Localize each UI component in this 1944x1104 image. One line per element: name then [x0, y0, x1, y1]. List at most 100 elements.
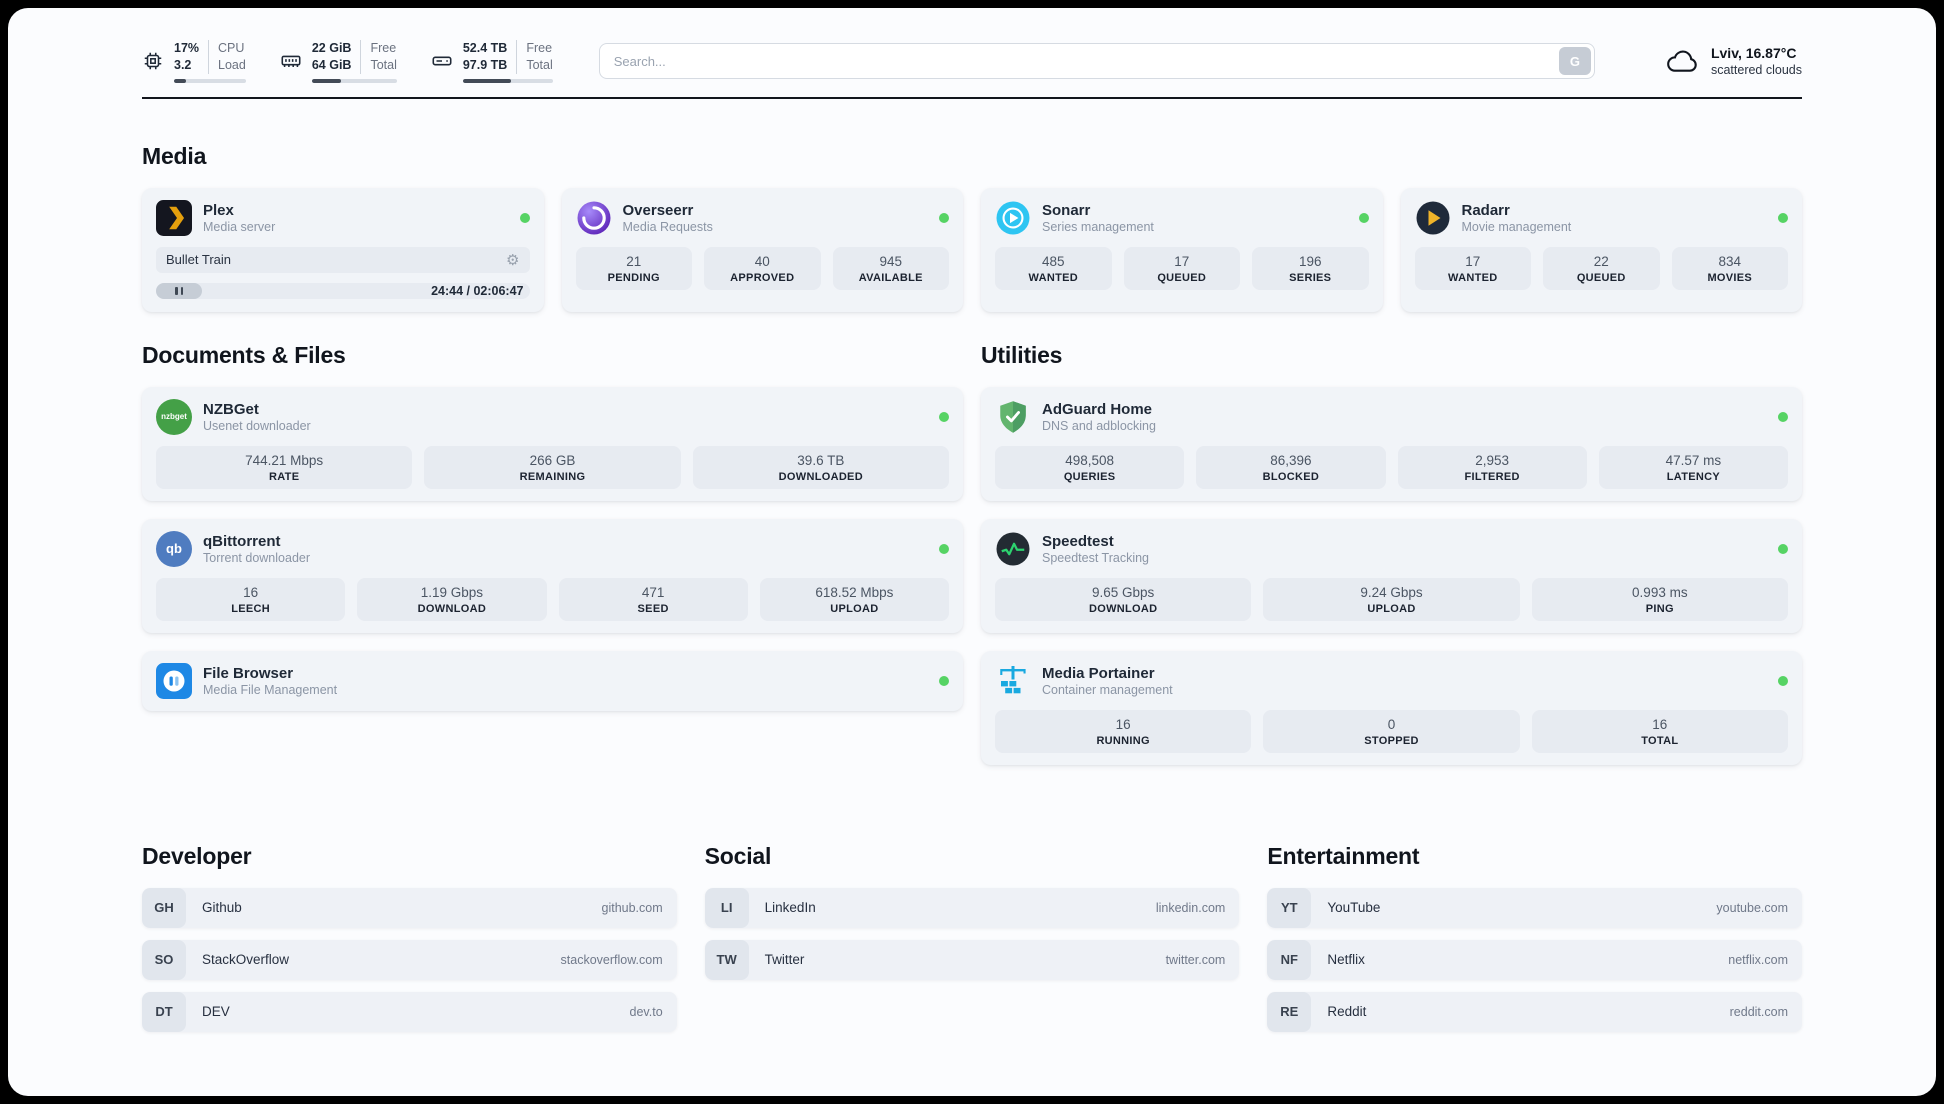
player-progress[interactable]: 24:44 / 02:06:47: [156, 282, 530, 300]
app-subtitle: Usenet downloader: [203, 418, 311, 433]
search-engine-button[interactable]: G: [1558, 47, 1591, 76]
status-dot: [1778, 675, 1788, 686]
stat-wanted: 485 WANTED: [995, 246, 1112, 290]
ram-progress-bar: [311, 78, 397, 83]
app-name: Overseerr: [622, 201, 694, 219]
disk-total-label: Total: [526, 57, 553, 72]
cpu-load-value: 3.2: [174, 57, 192, 72]
section-developer: Developer GH Github github.com SO StackO…: [142, 843, 677, 1044]
app-subtitle: Media Requests: [622, 219, 713, 234]
topbar-divider: [142, 96, 1802, 99]
ram-total-label: Total: [370, 57, 397, 72]
ram-free-value: 22 GiB: [311, 41, 352, 55]
app-name: Speedtest: [1042, 532, 1114, 550]
cpu-usage-value: 17%: [174, 41, 200, 55]
cpu-label: CPU: [218, 41, 245, 55]
service-card-adguard[interactable]: AdGuard Home DNS and adblocking 498,508 Q…: [981, 386, 1802, 501]
app-subtitle: Series management: [1042, 219, 1154, 234]
pause-button[interactable]: [156, 282, 202, 299]
stat-queued: 22 QUEUED: [1543, 246, 1660, 290]
dashboard-page: 17% 3.2 CPU Load: [8, 8, 1936, 1096]
disk-icon: [432, 56, 452, 66]
section-title-social: Social: [704, 842, 772, 869]
section-title-documents: Documents & Files: [142, 341, 346, 368]
stat-blocked: 86,396 BLOCKED: [1196, 445, 1386, 489]
weather-condition: scattered clouds: [1710, 63, 1802, 78]
playback-time: 24:44 / 02:06:47: [431, 283, 524, 298]
stat-movies: 834 MOVIES: [1671, 246, 1788, 290]
stat-queued: 17 QUEUED: [1123, 246, 1240, 290]
filebrowser-icon: [156, 662, 192, 699]
nzbget-icon: nzbget: [156, 398, 192, 435]
status-dot: [939, 543, 949, 554]
service-card-qbittorrent[interactable]: qb qBittorrent Torrent downloader 16 LEEC…: [142, 518, 963, 633]
app-name: AdGuard Home: [1042, 400, 1153, 418]
linkedin-icon: LI: [704, 887, 749, 928]
section-title-developer: Developer: [142, 842, 252, 869]
service-card-nzbget[interactable]: nzbget NZBGet Usenet downloader 744.21 M…: [142, 386, 963, 501]
service-card-plex[interactable]: Plex Media server Bullet Train ⚙: [142, 187, 544, 312]
weather-widget: Lviv, 16.87°C scattered clouds: [1665, 44, 1802, 78]
netflix-icon: NF: [1267, 939, 1312, 980]
disk-free-label: Free: [526, 41, 553, 55]
stat-download: 1.19 Gbps DOWNLOAD: [357, 577, 547, 621]
bookmark-dev[interactable]: DT DEV dev.to: [142, 991, 677, 1032]
cpu-metric: 17% 3.2 CPU Load: [142, 40, 246, 83]
status-dot: [519, 212, 530, 223]
cloud-icon: [1667, 50, 1697, 73]
app-subtitle: DNS and adblocking: [1042, 418, 1156, 433]
twitter-icon: TW: [704, 939, 749, 980]
stat-series: 196 SERIES: [1252, 246, 1369, 290]
bookmark-reddit[interactable]: RE Reddit reddit.com: [1267, 991, 1802, 1032]
topbar: 17% 3.2 CPU Load: [142, 40, 1802, 83]
bookmark-github[interactable]: GH Github github.com: [142, 887, 677, 928]
status-dot: [1778, 411, 1788, 422]
section-entertainment: Entertainment YT YouTube youtube.com NF …: [1267, 843, 1802, 1044]
service-card-speedtest[interactable]: Speedtest Speedtest Tracking 9.65 Gbps DO…: [981, 518, 1802, 633]
player-track[interactable]: [156, 282, 530, 299]
disk-free-value: 52.4 TB: [462, 41, 508, 55]
stat-filtered: 2,953 FILTERED: [1397, 445, 1587, 489]
ram-total-value: 64 GiB: [311, 57, 352, 72]
now-playing-title: Bullet Train: [166, 252, 232, 268]
search-input[interactable]: [598, 43, 1595, 80]
app-name: Sonarr: [1042, 201, 1091, 219]
cpu-chip-icon: [144, 53, 162, 70]
searchbox: G: [598, 43, 1595, 80]
sonarr-icon: [995, 200, 1031, 236]
app-subtitle: Speedtest Tracking: [1042, 550, 1150, 565]
ram-free-label: Free: [370, 41, 397, 55]
stat-upload: 618.52 Mbps UPLOAD: [759, 577, 949, 621]
stat-remaining: 266 GB REMAINING: [424, 445, 681, 489]
section-documents: Documents & Files nzbget NZBGet Usenet d…: [142, 342, 963, 729]
section-title-media: Media: [142, 142, 207, 169]
section-media: Media Plex Media server: [142, 143, 1802, 312]
weather-location: Lviv, 16.87°C: [1710, 45, 1797, 62]
service-card-filebrowser[interactable]: File Browser Media File Management: [142, 650, 963, 711]
bookmark-youtube[interactable]: YT YouTube youtube.com: [1267, 887, 1802, 928]
status-dot: [1778, 543, 1788, 554]
stat-seed: 471 SEED: [558, 577, 748, 621]
stat-available: 945 AVAILABLE: [832, 246, 949, 290]
stat-leech: 16 LEECH: [156, 577, 346, 621]
app-name: NZBGet: [203, 400, 259, 418]
service-card-portainer[interactable]: Media Portainer Container management 16 R…: [981, 650, 1802, 765]
bookmark-stackoverflow[interactable]: SO StackOverflow stackoverflow.com: [142, 939, 677, 980]
service-card-overseerr[interactable]: Overseerr Media Requests 21 PENDING 40 APP…: [561, 187, 963, 312]
app-name: Media Portainer: [1042, 664, 1155, 682]
stat-total: 16 TOTAL: [1531, 709, 1788, 753]
app-name: File Browser: [203, 664, 294, 682]
dev-icon: DT: [142, 991, 186, 1032]
status-dot: [1778, 212, 1788, 223]
service-card-radarr[interactable]: Radarr Movie management 17 WANTED 22 QUEUE…: [1400, 187, 1802, 312]
settings-gear-icon[interactable]: ⚙: [506, 251, 520, 269]
bookmark-netflix[interactable]: NF Netflix netflix.com: [1267, 939, 1802, 980]
status-dot: [939, 212, 949, 223]
stat-running: 16 RUNNING: [995, 709, 1252, 753]
stat-rate: 744.21 Mbps RATE: [156, 445, 413, 489]
stat-latency: 47.57 ms LATENCY: [1598, 445, 1788, 489]
bookmark-linkedin[interactable]: LI LinkedIn linkedin.com: [704, 887, 1240, 928]
bookmark-twitter[interactable]: TW Twitter twitter.com: [704, 939, 1240, 980]
service-card-sonarr[interactable]: Sonarr Series management 485 WANTED 17 QUE…: [981, 187, 1383, 312]
section-social: Social LI LinkedIn linkedin.com TW Twitt…: [704, 842, 1240, 992]
